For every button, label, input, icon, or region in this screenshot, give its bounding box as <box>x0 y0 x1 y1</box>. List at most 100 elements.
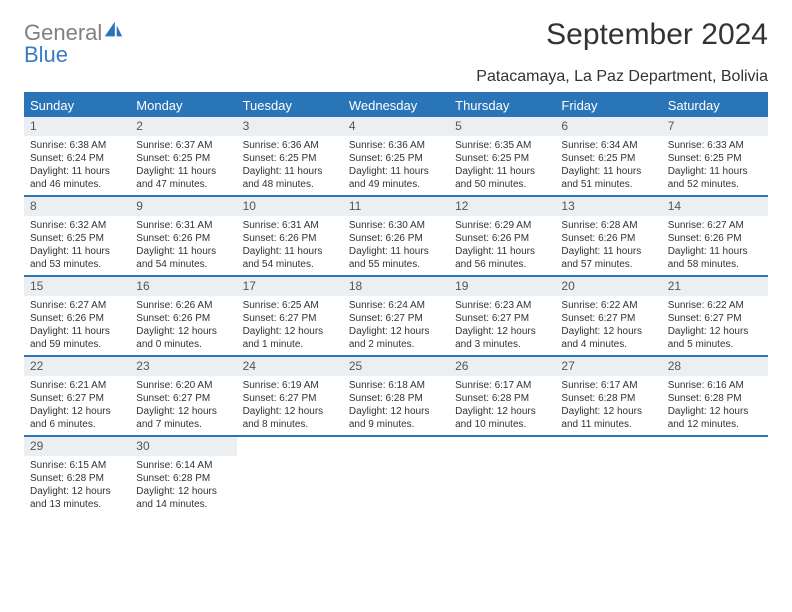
day-details: Sunrise: 6:20 AMSunset: 6:27 PMDaylight:… <box>130 376 236 431</box>
day-details: Sunrise: 6:36 AMSunset: 6:25 PMDaylight:… <box>237 136 343 191</box>
day-dl2: and 8 minutes. <box>243 418 337 431</box>
day-number: 5 <box>449 117 555 136</box>
day-number: 28 <box>662 357 768 376</box>
day-number: 6 <box>555 117 661 136</box>
day-ss: Sunset: 6:25 PM <box>561 152 655 165</box>
day-dl1: Daylight: 12 hours <box>30 405 124 418</box>
day-cell: 12Sunrise: 6:29 AMSunset: 6:26 PMDayligh… <box>449 197 555 275</box>
day-details: Sunrise: 6:19 AMSunset: 6:27 PMDaylight:… <box>237 376 343 431</box>
week-row: 15Sunrise: 6:27 AMSunset: 6:26 PMDayligh… <box>24 275 768 355</box>
day-dl2: and 10 minutes. <box>455 418 549 431</box>
day-dl1: Daylight: 11 hours <box>243 245 337 258</box>
day-sr: Sunrise: 6:29 AM <box>455 219 549 232</box>
day-details: Sunrise: 6:27 AMSunset: 6:26 PMDaylight:… <box>662 216 768 271</box>
day-sr: Sunrise: 6:16 AM <box>668 379 762 392</box>
day-details: Sunrise: 6:22 AMSunset: 6:27 PMDaylight:… <box>555 296 661 351</box>
day-dl1: Daylight: 12 hours <box>668 405 762 418</box>
day-cell: 8Sunrise: 6:32 AMSunset: 6:25 PMDaylight… <box>24 197 130 275</box>
day-ss: Sunset: 6:27 PM <box>349 312 443 325</box>
day-ss: Sunset: 6:26 PM <box>561 232 655 245</box>
day-dl1: Daylight: 12 hours <box>136 485 230 498</box>
day-dl2: and 56 minutes. <box>455 258 549 271</box>
day-sr: Sunrise: 6:21 AM <box>30 379 124 392</box>
day-details: Sunrise: 6:24 AMSunset: 6:27 PMDaylight:… <box>343 296 449 351</box>
day-dl1: Daylight: 11 hours <box>668 245 762 258</box>
day-number: 20 <box>555 277 661 296</box>
day-number: 29 <box>24 437 130 456</box>
day-number: 27 <box>555 357 661 376</box>
day-details: Sunrise: 6:26 AMSunset: 6:26 PMDaylight:… <box>130 296 236 351</box>
day-dl2: and 9 minutes. <box>349 418 443 431</box>
day-dl2: and 12 minutes. <box>668 418 762 431</box>
day-sr: Sunrise: 6:33 AM <box>668 139 762 152</box>
day-ss: Sunset: 6:27 PM <box>455 312 549 325</box>
day-dl2: and 49 minutes. <box>349 178 443 191</box>
day-dl1: Daylight: 11 hours <box>243 165 337 178</box>
day-sr: Sunrise: 6:36 AM <box>243 139 337 152</box>
day-number: 13 <box>555 197 661 216</box>
day-details: Sunrise: 6:31 AMSunset: 6:26 PMDaylight:… <box>130 216 236 271</box>
day-cell: 10Sunrise: 6:31 AMSunset: 6:26 PMDayligh… <box>237 197 343 275</box>
week-row: 22Sunrise: 6:21 AMSunset: 6:27 PMDayligh… <box>24 355 768 435</box>
day-dl1: Daylight: 12 hours <box>561 405 655 418</box>
day-number: 24 <box>237 357 343 376</box>
day-cell: 29Sunrise: 6:15 AMSunset: 6:28 PMDayligh… <box>24 437 130 515</box>
day-ss: Sunset: 6:27 PM <box>136 392 230 405</box>
day-sr: Sunrise: 6:36 AM <box>349 139 443 152</box>
day-dl2: and 47 minutes. <box>136 178 230 191</box>
day-sr: Sunrise: 6:27 AM <box>30 299 124 312</box>
day-cell: 2Sunrise: 6:37 AMSunset: 6:25 PMDaylight… <box>130 117 236 195</box>
day-cell: 13Sunrise: 6:28 AMSunset: 6:26 PMDayligh… <box>555 197 661 275</box>
day-number: 23 <box>130 357 236 376</box>
calendar: SundayMondayTuesdayWednesdayThursdayFrid… <box>24 92 768 515</box>
day-details: Sunrise: 6:31 AMSunset: 6:26 PMDaylight:… <box>237 216 343 271</box>
day-cell: 15Sunrise: 6:27 AMSunset: 6:26 PMDayligh… <box>24 277 130 355</box>
day-details: Sunrise: 6:27 AMSunset: 6:26 PMDaylight:… <box>24 296 130 351</box>
day-number: 15 <box>24 277 130 296</box>
day-number: 4 <box>343 117 449 136</box>
day-number: 7 <box>662 117 768 136</box>
day-cell: 9Sunrise: 6:31 AMSunset: 6:26 PMDaylight… <box>130 197 236 275</box>
day-dl2: and 11 minutes. <box>561 418 655 431</box>
day-ss: Sunset: 6:24 PM <box>30 152 124 165</box>
day-dl2: and 1 minute. <box>243 338 337 351</box>
day-details: Sunrise: 6:14 AMSunset: 6:28 PMDaylight:… <box>130 456 236 511</box>
day-header: Friday <box>555 94 661 117</box>
day-sr: Sunrise: 6:31 AM <box>243 219 337 232</box>
day-dl1: Daylight: 12 hours <box>243 325 337 338</box>
day-header: Tuesday <box>237 94 343 117</box>
day-sr: Sunrise: 6:32 AM <box>30 219 124 232</box>
empty-cell <box>343 437 449 515</box>
day-details: Sunrise: 6:29 AMSunset: 6:26 PMDaylight:… <box>449 216 555 271</box>
day-cell: 6Sunrise: 6:34 AMSunset: 6:25 PMDaylight… <box>555 117 661 195</box>
day-dl1: Daylight: 12 hours <box>349 405 443 418</box>
day-sr: Sunrise: 6:27 AM <box>668 219 762 232</box>
empty-cell <box>555 437 661 515</box>
day-cell: 14Sunrise: 6:27 AMSunset: 6:26 PMDayligh… <box>662 197 768 275</box>
day-dl1: Daylight: 12 hours <box>30 485 124 498</box>
day-number: 11 <box>343 197 449 216</box>
day-details: Sunrise: 6:23 AMSunset: 6:27 PMDaylight:… <box>449 296 555 351</box>
day-details: Sunrise: 6:17 AMSunset: 6:28 PMDaylight:… <box>555 376 661 431</box>
day-cell: 25Sunrise: 6:18 AMSunset: 6:28 PMDayligh… <box>343 357 449 435</box>
day-ss: Sunset: 6:27 PM <box>243 312 337 325</box>
day-dl2: and 54 minutes. <box>136 258 230 271</box>
day-cell: 22Sunrise: 6:21 AMSunset: 6:27 PMDayligh… <box>24 357 130 435</box>
day-sr: Sunrise: 6:18 AM <box>349 379 443 392</box>
day-cell: 4Sunrise: 6:36 AMSunset: 6:25 PMDaylight… <box>343 117 449 195</box>
day-header: Thursday <box>449 94 555 117</box>
day-dl2: and 5 minutes. <box>668 338 762 351</box>
brand-logo: General Blue <box>24 18 124 66</box>
sail-icon <box>102 18 124 40</box>
day-details: Sunrise: 6:15 AMSunset: 6:28 PMDaylight:… <box>24 456 130 511</box>
day-details: Sunrise: 6:18 AMSunset: 6:28 PMDaylight:… <box>343 376 449 431</box>
day-cell: 17Sunrise: 6:25 AMSunset: 6:27 PMDayligh… <box>237 277 343 355</box>
day-dl1: Daylight: 11 hours <box>455 165 549 178</box>
day-cell: 18Sunrise: 6:24 AMSunset: 6:27 PMDayligh… <box>343 277 449 355</box>
brand-text: General Blue <box>24 18 124 66</box>
empty-cell <box>449 437 555 515</box>
day-details: Sunrise: 6:28 AMSunset: 6:26 PMDaylight:… <box>555 216 661 271</box>
day-number: 14 <box>662 197 768 216</box>
day-ss: Sunset: 6:26 PM <box>30 312 124 325</box>
day-cell: 23Sunrise: 6:20 AMSunset: 6:27 PMDayligh… <box>130 357 236 435</box>
